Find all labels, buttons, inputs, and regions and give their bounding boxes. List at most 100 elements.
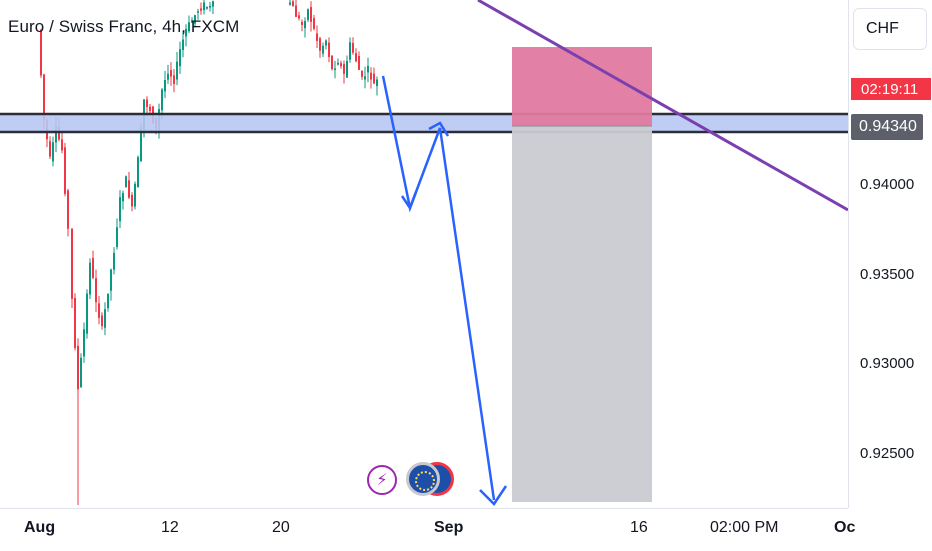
projection-arrowhead-1 [400, 191, 418, 211]
candle-body [43, 74, 45, 121]
currency-selector[interactable]: CHF [853, 8, 927, 50]
candle-body [361, 70, 363, 77]
candle-body [80, 357, 82, 388]
candle-body [161, 89, 163, 111]
time-axis[interactable]: Aug 12 20 Sep 16 02:00 PM Oc [0, 508, 855, 551]
candle-body [164, 79, 166, 92]
candle-body [209, 6, 211, 8]
last-price-badge: 0.94340 [851, 114, 923, 140]
x-tick-label: 20 [272, 519, 290, 536]
candle-body [185, 28, 187, 37]
candle-body [128, 180, 130, 198]
candle-body [179, 49, 181, 67]
candle-body [355, 53, 357, 62]
x-tick-label: 12 [161, 519, 179, 536]
candle-body [197, 11, 199, 13]
candle-body [113, 252, 115, 270]
symbol-title[interactable]: Euro / Swiss Franc, 4h, FXCM [8, 17, 240, 36]
chart-area[interactable]: Euro / Swiss Franc, 4h, FXCM ⚡ [0, 0, 848, 508]
candle-body [125, 176, 127, 188]
candle-body [119, 197, 121, 222]
price-chart[interactable] [0, 0, 848, 508]
candle-body [301, 21, 303, 25]
candle-body [364, 76, 366, 80]
x-tick-label: 16 [630, 519, 648, 536]
y-tick-label: 0.92500 [860, 445, 915, 462]
bar-countdown-badge: 02:19:11 [851, 78, 931, 100]
candle-body [203, 2, 205, 11]
candle-body [319, 38, 321, 51]
candle-body [352, 42, 354, 53]
candle-body [134, 183, 136, 207]
candle-body [107, 293, 109, 309]
candle-body [167, 73, 169, 80]
candle-body [370, 72, 372, 80]
candle-body [61, 139, 63, 151]
candle-body [140, 126, 142, 161]
candle-body [74, 297, 76, 349]
projection-path [381, 75, 496, 501]
support-zone [0, 114, 848, 132]
candle-body [304, 21, 306, 29]
candle-body [182, 39, 184, 51]
candle-body [137, 157, 139, 188]
candle-body [376, 79, 378, 87]
price-axis[interactable]: CHF 0.94000 0.93500 0.93000 0.92500 02:1… [848, 0, 932, 508]
candle-body [122, 192, 124, 202]
candle-body [149, 106, 151, 112]
candle-body [289, 2, 291, 5]
candle-body [170, 69, 172, 77]
candle-body [358, 56, 360, 70]
candle-body [298, 15, 300, 19]
lightning-icon[interactable]: ⚡ [367, 465, 397, 495]
candle-body [104, 309, 106, 328]
candle-body [110, 269, 112, 291]
candle-body [334, 68, 336, 70]
candle-body [40, 29, 42, 76]
candle-body [295, 5, 297, 17]
candle-body [71, 228, 73, 299]
candle-body [64, 147, 66, 194]
position-profit-area [512, 126, 652, 502]
candle-body [328, 42, 330, 57]
candle-body [146, 99, 148, 107]
y-tick-label: 0.93500 [860, 266, 915, 283]
candle-body [191, 20, 193, 23]
candle-body [77, 345, 79, 390]
candle-body [325, 40, 327, 46]
projection-arrowhead-2 [428, 121, 450, 137]
candle-body [307, 9, 309, 20]
candle-body [316, 33, 318, 41]
x-tick-label: Sep [434, 519, 464, 536]
candle-body [337, 62, 339, 65]
candle-body [331, 55, 333, 70]
candle-body [188, 22, 190, 32]
candle-body [292, 1, 294, 7]
eu-flag-icon[interactable] [404, 462, 456, 498]
x-tick-label: 02:00 PM [710, 519, 779, 536]
candle-body [83, 329, 85, 357]
candle-body [212, 1, 214, 7]
candle-body [176, 61, 178, 80]
candle-body [313, 18, 315, 29]
candle-body [49, 141, 51, 157]
candle-body [367, 66, 369, 73]
candle-body [52, 142, 54, 162]
candle-body [310, 7, 312, 22]
candle-body [194, 15, 196, 24]
y-tick-label: 0.94000 [860, 176, 915, 193]
candle-body [349, 42, 351, 60]
candle-body [373, 73, 375, 84]
x-tick-label: Aug [24, 519, 56, 536]
candle-body [322, 45, 324, 54]
candle-body [86, 293, 88, 334]
candle-body [92, 258, 94, 278]
candle-body [89, 262, 91, 295]
candle-body [116, 227, 118, 248]
candle-body [200, 8, 202, 11]
candle-body [101, 315, 103, 327]
candle-body [343, 63, 345, 74]
candle-body [58, 126, 60, 140]
eu-flag-icon-front [406, 462, 440, 496]
candle-body [95, 278, 97, 303]
